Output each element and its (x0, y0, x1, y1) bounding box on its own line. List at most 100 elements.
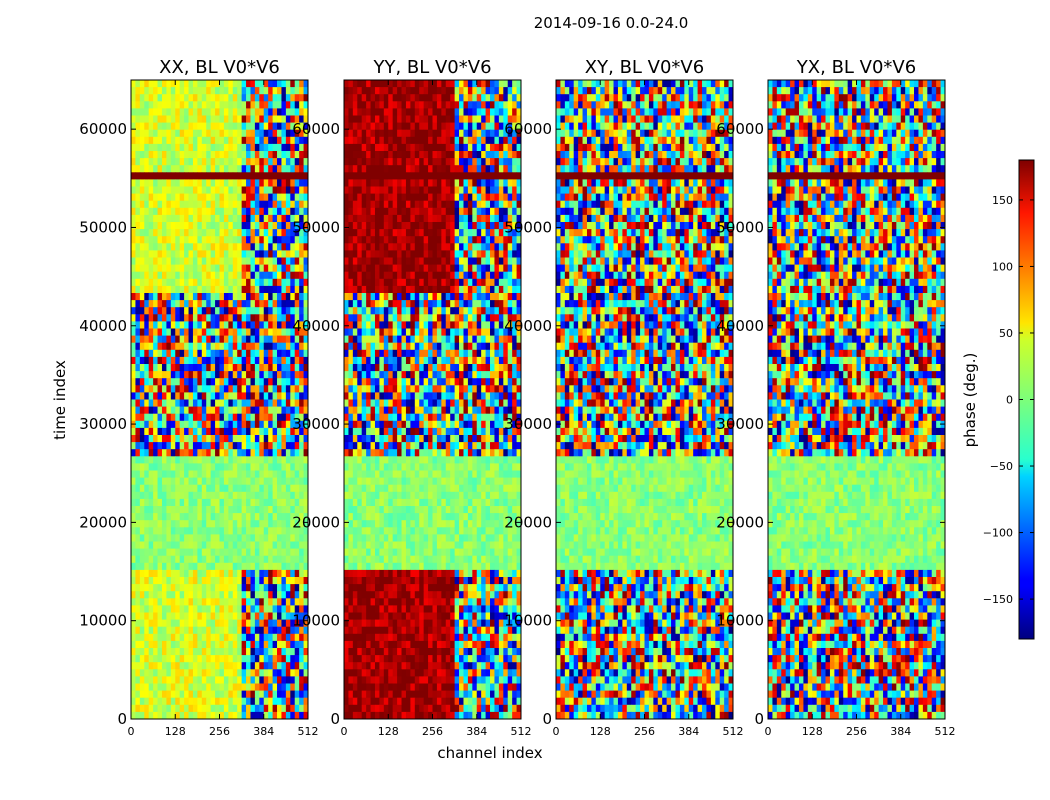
heatmap-cell (432, 172, 438, 180)
heatmap-cell (206, 314, 212, 322)
heatmap-cell (228, 711, 234, 720)
heatmap-cell (232, 271, 238, 280)
heatmap-cell (344, 243, 349, 251)
heatmap-cell (148, 548, 154, 557)
heatmap-cell (148, 229, 154, 237)
heatmap-cell (157, 250, 163, 258)
heatmap-cell (131, 143, 136, 152)
heatmap-cell (223, 463, 229, 471)
heatmap-cell (246, 151, 251, 159)
heatmap-cell (166, 165, 172, 173)
heatmap-cell (139, 80, 145, 88)
heatmap-cell (153, 151, 158, 159)
heatmap-cell (507, 108, 513, 116)
heatmap-cell (348, 179, 354, 187)
heatmap-cell (361, 151, 367, 159)
heatmap-cell (210, 399, 216, 407)
heatmap-cell (254, 520, 260, 528)
heatmap-cell (215, 619, 220, 628)
heatmap-cell (281, 179, 287, 187)
heatmap-cell (472, 271, 478, 280)
heatmap-cell (374, 129, 380, 138)
heatmap-cell (459, 193, 464, 202)
heatmap-cell (476, 179, 482, 187)
heatmap-cell (352, 207, 358, 216)
heatmap-cell (388, 314, 394, 322)
heatmap-cell (144, 435, 150, 443)
heatmap-cell (272, 307, 278, 315)
heatmap-cell (144, 449, 150, 457)
heatmap-cell (175, 399, 181, 407)
heatmap-cell (223, 548, 229, 557)
heatmap-cell (272, 435, 278, 443)
heatmap-cell (423, 172, 429, 180)
heatmap-cell (388, 285, 394, 294)
heatmap-cell (263, 513, 269, 521)
heatmap-cell (179, 158, 185, 166)
heatmap-cell (277, 690, 282, 699)
heatmap-cell (131, 662, 136, 670)
heatmap-cell (414, 222, 420, 230)
heatmap-cell (254, 80, 260, 88)
heatmap-cell (166, 470, 172, 478)
heatmap-cell (388, 179, 394, 187)
heatmap-cell (268, 300, 273, 308)
y-tick-label: 30000 (79, 415, 127, 433)
heatmap-cell (166, 129, 172, 138)
heatmap-cell (179, 236, 185, 244)
heatmap-cell (223, 179, 229, 187)
heatmap-cell (210, 264, 216, 273)
heatmap-cell (210, 179, 216, 187)
heatmap-cell (463, 193, 469, 202)
heatmap-cell (201, 676, 207, 684)
heatmap-cell (223, 300, 229, 308)
heatmap-cell (383, 108, 389, 116)
heatmap-cell (281, 378, 287, 386)
heatmap-cell (397, 165, 402, 173)
heatmap-cell (485, 307, 491, 315)
heatmap-cell (494, 236, 500, 244)
heatmap-cell (157, 314, 163, 322)
heatmap-cell (175, 307, 181, 315)
heatmap-cell (299, 356, 304, 365)
heatmap-cell (344, 165, 349, 173)
heatmap-cell (250, 591, 256, 599)
heatmap-cell (139, 222, 145, 230)
heatmap-cell (232, 122, 238, 131)
heatmap-cell (344, 186, 349, 194)
heatmap-cell (219, 484, 225, 493)
heatmap-cell (144, 463, 150, 471)
heatmap-cell (281, 356, 287, 365)
heatmap-cell (268, 385, 273, 393)
heatmap-cell (201, 165, 207, 173)
heatmap-cell (285, 662, 291, 670)
heatmap-cell (459, 151, 464, 159)
heatmap-cell (201, 87, 207, 95)
heatmap-cell (303, 442, 309, 450)
heatmap-cell (441, 165, 447, 173)
heatmap-cell (241, 278, 247, 287)
heatmap-cell (232, 87, 238, 95)
heatmap-cell (445, 271, 451, 280)
heatmap-cell (179, 477, 185, 486)
heatmap-cell (290, 371, 296, 379)
heatmap-cell (223, 655, 229, 663)
heatmap-cell (175, 470, 181, 478)
heatmap-cell (223, 619, 229, 628)
heatmap-cell (277, 697, 282, 706)
heatmap-cell (281, 669, 287, 677)
heatmap-cell (463, 108, 469, 116)
heatmap-cell (135, 626, 141, 635)
heatmap-cell (175, 548, 181, 557)
heatmap-cell (157, 349, 163, 358)
heatmap-cell (397, 236, 402, 244)
heatmap-cell (206, 633, 212, 642)
heatmap-cell (268, 569, 273, 578)
heatmap-cell (268, 541, 273, 549)
heatmap-cell (259, 612, 265, 620)
heatmap-cell (135, 264, 141, 273)
heatmap-cell (139, 328, 145, 336)
heatmap-cell (303, 534, 309, 542)
heatmap-cell (188, 80, 194, 88)
heatmap-cell (157, 435, 163, 443)
